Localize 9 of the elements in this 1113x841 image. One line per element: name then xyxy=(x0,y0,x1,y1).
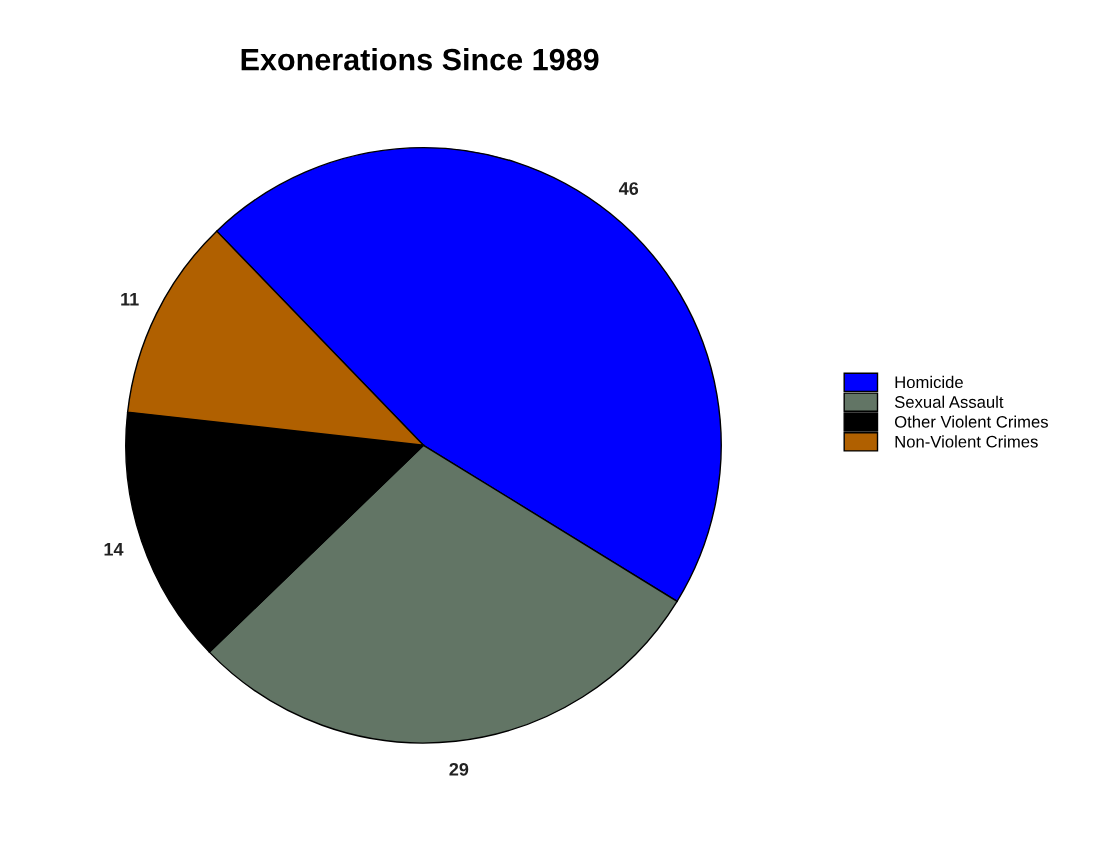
legend-label: Homicide xyxy=(895,375,963,389)
chart-title: Exonerations Since 1989 xyxy=(241,47,599,71)
legend-label: Non-Violent Crimes xyxy=(895,435,1038,448)
data-label: 14 xyxy=(104,543,124,556)
data-label: 29 xyxy=(449,762,469,776)
data-label: 11 xyxy=(121,292,139,306)
legend-label: Sexual Assault xyxy=(894,395,1004,408)
legend-label: Other Violent Crimes xyxy=(894,415,1048,428)
data-label: 46 xyxy=(618,182,639,195)
